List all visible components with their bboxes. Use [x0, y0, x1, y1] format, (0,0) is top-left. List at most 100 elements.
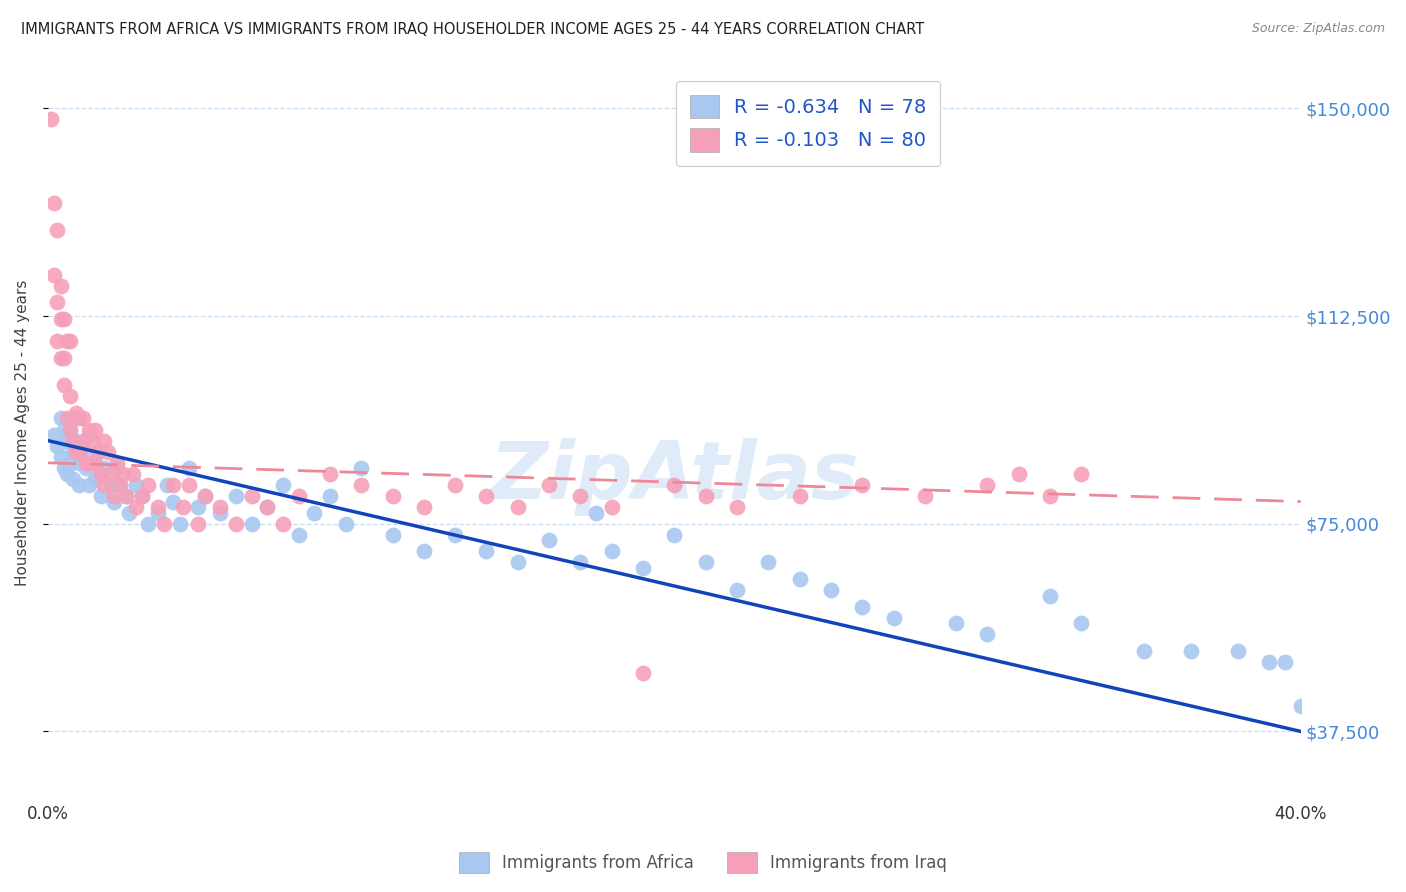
- Point: [1274, 655, 1296, 669]
- Point: [59, 334, 82, 348]
- Point: [256, 500, 278, 515]
- Point: [136, 478, 159, 492]
- Point: [412, 544, 434, 558]
- Point: [302, 506, 325, 520]
- Point: [187, 516, 209, 531]
- Point: [585, 506, 607, 520]
- Point: [695, 556, 717, 570]
- Point: [319, 489, 342, 503]
- Point: [108, 478, 131, 492]
- Point: [335, 516, 357, 531]
- Point: [77, 456, 100, 470]
- Point: [756, 556, 779, 570]
- Point: [569, 489, 592, 503]
- Point: [146, 500, 169, 515]
- Point: [46, 223, 69, 237]
- Point: [240, 516, 263, 531]
- Point: [162, 478, 184, 492]
- Point: [125, 500, 148, 515]
- Point: [1258, 655, 1281, 669]
- Point: [1227, 644, 1250, 658]
- Point: [56, 411, 79, 425]
- Point: [62, 434, 84, 448]
- Point: [77, 428, 100, 442]
- Text: ZipAtlas: ZipAtlas: [489, 438, 859, 516]
- Point: [146, 506, 169, 520]
- Point: [194, 489, 217, 503]
- Point: [1039, 589, 1062, 603]
- Point: [444, 528, 467, 542]
- Point: [62, 472, 84, 486]
- Point: [90, 489, 112, 503]
- Point: [59, 389, 82, 403]
- Point: [914, 489, 936, 503]
- Point: [72, 434, 94, 448]
- Point: [100, 467, 122, 481]
- Point: [115, 489, 138, 503]
- Point: [52, 378, 75, 392]
- Point: [52, 311, 75, 326]
- Point: [67, 444, 90, 458]
- Point: [631, 561, 654, 575]
- Point: [851, 478, 873, 492]
- Point: [1008, 467, 1031, 481]
- Point: [44, 268, 66, 282]
- Point: [412, 500, 434, 515]
- Point: [538, 533, 561, 548]
- Point: [1039, 489, 1062, 503]
- Point: [103, 489, 125, 503]
- Point: [77, 478, 100, 492]
- Point: [93, 461, 115, 475]
- Point: [131, 489, 153, 503]
- Point: [256, 500, 278, 515]
- Point: [72, 444, 94, 458]
- Point: [1070, 616, 1092, 631]
- Point: [287, 489, 309, 503]
- Point: [46, 295, 69, 310]
- Point: [93, 434, 115, 448]
- Point: [39, 112, 62, 127]
- Point: [883, 611, 905, 625]
- Point: [62, 444, 84, 458]
- Text: IMMIGRANTS FROM AFRICA VS IMMIGRANTS FROM IRAQ HOUSEHOLDER INCOME AGES 25 - 44 Y: IMMIGRANTS FROM AFRICA VS IMMIGRANTS FRO…: [21, 22, 924, 37]
- Point: [56, 434, 79, 448]
- Point: [65, 434, 87, 448]
- Point: [59, 456, 82, 470]
- Point: [538, 478, 561, 492]
- Point: [177, 461, 200, 475]
- Point: [187, 500, 209, 515]
- Point: [475, 544, 498, 558]
- Point: [80, 456, 103, 470]
- Point: [62, 411, 84, 425]
- Point: [319, 467, 342, 481]
- Point: [46, 439, 69, 453]
- Point: [52, 461, 75, 475]
- Point: [789, 489, 811, 503]
- Point: [112, 467, 135, 481]
- Point: [56, 334, 79, 348]
- Point: [475, 489, 498, 503]
- Point: [153, 516, 176, 531]
- Point: [44, 428, 66, 442]
- Point: [600, 500, 623, 515]
- Point: [1133, 644, 1156, 658]
- Point: [1289, 699, 1312, 714]
- Point: [350, 461, 373, 475]
- Point: [87, 444, 110, 458]
- Point: [49, 450, 72, 465]
- Point: [569, 556, 592, 570]
- Legend: Immigrants from Africa, Immigrants from Iraq: Immigrants from Africa, Immigrants from …: [451, 846, 955, 880]
- Point: [209, 500, 232, 515]
- Point: [103, 494, 125, 508]
- Point: [851, 599, 873, 614]
- Point: [56, 467, 79, 481]
- Point: [67, 456, 90, 470]
- Point: [49, 311, 72, 326]
- Point: [976, 627, 998, 641]
- Point: [52, 423, 75, 437]
- Point: [725, 500, 748, 515]
- Point: [93, 478, 115, 492]
- Point: [115, 489, 138, 503]
- Point: [664, 528, 686, 542]
- Point: [59, 423, 82, 437]
